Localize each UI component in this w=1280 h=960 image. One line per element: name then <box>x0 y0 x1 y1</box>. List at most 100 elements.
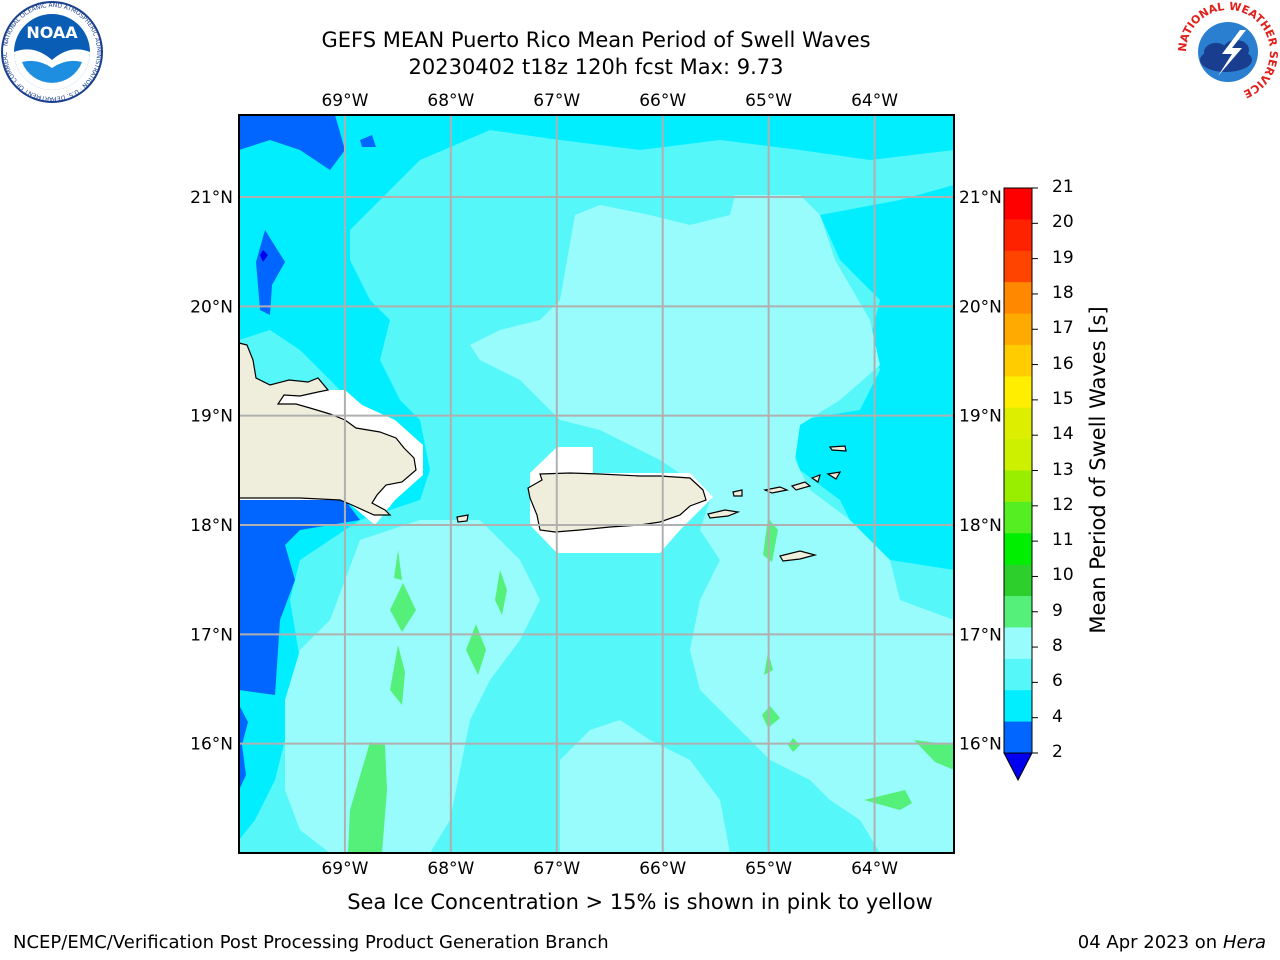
lon-tick-bottom: 65°W <box>745 859 792 879</box>
contour-9-10-southwest-4 <box>394 550 402 580</box>
colorbar-segment <box>1004 188 1032 220</box>
lon-tick-bottom: 64°W <box>851 859 898 879</box>
contour-9-10-southeast-1 <box>914 740 954 770</box>
lon-tick-top: 69°W <box>321 91 368 111</box>
colorbar-tick-label: 9 <box>1052 600 1063 621</box>
culebra-island <box>732 489 743 497</box>
colorbar-tick-label: 19 <box>1052 247 1074 268</box>
lat-tick-left: 20°N <box>190 297 233 317</box>
colorbar-tick-label: 13 <box>1052 459 1074 480</box>
colorbar-tick-label: 18 <box>1052 282 1074 303</box>
lat-tick-left: 21°N <box>190 188 233 208</box>
colorbar-tick-label: 11 <box>1052 530 1074 551</box>
lon-tick-bottom: 68°W <box>427 859 474 879</box>
lon-tick-top: 67°W <box>533 91 580 111</box>
colorbar-segment <box>1004 219 1032 252</box>
vieques-island <box>707 509 741 519</box>
colorbar-segment <box>1004 376 1032 409</box>
st-john-island <box>790 481 812 491</box>
colorbar-tick-label: 2 <box>1052 742 1063 762</box>
contour-under-2-west-island <box>260 250 268 262</box>
colorbar-segment <box>1004 501 1032 534</box>
sea-ice-caption: Sea Ice Concentration > 15% is shown in … <box>347 890 933 914</box>
colorbar-segment <box>1004 250 1032 283</box>
contour-8-9-south-east <box>560 720 730 853</box>
lon-tick-bottom: 66°W <box>639 859 686 879</box>
anegada-island <box>828 445 847 452</box>
noaa-logo-text: NOAA <box>26 23 78 42</box>
contour-9-10-southwest-1 <box>348 742 387 853</box>
footer-left: NCEP/EMC/Verification Post Processing Pr… <box>13 932 609 953</box>
colorbar-segment <box>1004 470 1032 503</box>
tortola-island <box>810 474 821 483</box>
colorbar-title: Mean Period of Swell Waves [s] <box>1086 306 1110 634</box>
lat-tick-left: 19°N <box>190 407 233 427</box>
lat-tick-left: 16°N <box>190 735 233 755</box>
colorbar-tick-label: 10 <box>1052 565 1074 586</box>
contour-9-10-southwest-2 <box>390 583 416 632</box>
map-frame <box>238 114 955 854</box>
lat-tick-left: 18°N <box>190 516 233 536</box>
colorbar-segment <box>1004 407 1032 440</box>
contour-9-10-east-1 <box>763 518 778 562</box>
puerto-rico-land <box>527 472 707 533</box>
contour-9-10-southwest-3 <box>390 645 405 705</box>
contour-9-10-central-1 <box>495 570 507 615</box>
lon-tick-top: 66°W <box>639 91 686 111</box>
contour-9-10-east-3 <box>762 706 780 728</box>
colorbar-tick-label: 21 <box>1052 177 1074 197</box>
contour-9-10-southeast-2 <box>864 790 912 810</box>
lon-tick-bottom: 69°W <box>321 859 368 879</box>
colorbar-tick-label: 12 <box>1052 494 1074 515</box>
colorbar <box>1003 187 1038 782</box>
lon-tick-top: 68°W <box>427 91 474 111</box>
lat-tick-right: 21°N <box>959 188 1002 208</box>
virgin-gorda-island <box>826 471 842 480</box>
contour-2-4-southwest <box>239 500 360 695</box>
lat-tick-right: 17°N <box>959 625 1002 645</box>
lat-tick-right: 20°N <box>959 297 1002 317</box>
lat-tick-right: 18°N <box>959 516 1002 536</box>
footer-right: 04 Apr 2023 on Hera <box>1078 932 1266 953</box>
lon-tick-top: 65°W <box>745 91 792 111</box>
contour-8-9-south-west <box>285 520 540 853</box>
contour-2-4-northwest <box>239 115 345 170</box>
lat-tick-left: 17°N <box>190 625 233 645</box>
colorbar-segment <box>1004 690 1032 723</box>
lon-tick-top: 64°W <box>851 91 898 111</box>
colorbar-tick-label: 15 <box>1052 388 1074 409</box>
colorbar-tick-label: 14 <box>1052 424 1074 445</box>
st-croix-island <box>779 550 818 562</box>
contour-2-4-small-north <box>360 135 376 147</box>
grid-lines <box>239 115 954 853</box>
footer-host: Hera <box>1222 932 1266 953</box>
colorbar-segment <box>1004 282 1032 315</box>
hispaniola-land <box>238 342 417 516</box>
mona-island <box>456 514 469 523</box>
footer-date: 04 Apr 2023 on <box>1077 932 1223 953</box>
chart-title: GEFS MEAN Puerto Rico Mean Period of Swe… <box>321 28 871 52</box>
st-thomas-island <box>762 486 790 494</box>
colorbar-segment <box>1004 533 1032 566</box>
nws-logo: NATIONAL WEATHER SERVICE <box>1176 0 1280 102</box>
colorbar-segment <box>1004 344 1032 377</box>
contour-6-8-west <box>239 330 340 390</box>
contour-9-10-east-4 <box>788 738 800 752</box>
colorbar-segment <box>1004 721 1032 754</box>
colorbar-tick-label: 20 <box>1052 212 1074 233</box>
land <box>238 342 847 562</box>
colorbar-tick-label: 4 <box>1052 706 1063 727</box>
contour-9-10-central-2 <box>466 624 486 675</box>
colorbar-segment <box>1004 596 1032 628</box>
colorbar-tick-label: 6 <box>1052 671 1063 692</box>
colorbar-segment <box>1004 658 1032 691</box>
lat-tick-right: 19°N <box>959 407 1002 427</box>
colorbar-tick-label: 17 <box>1052 318 1074 339</box>
lon-tick-bottom: 67°W <box>533 859 580 879</box>
colorbar-tick-label: 8 <box>1052 636 1063 657</box>
colorbar-segment <box>1004 564 1032 597</box>
colorbar-segment <box>1004 627 1032 660</box>
colorbar-under-arrow <box>1003 752 1033 782</box>
lat-tick-right: 16°N <box>959 735 1002 755</box>
